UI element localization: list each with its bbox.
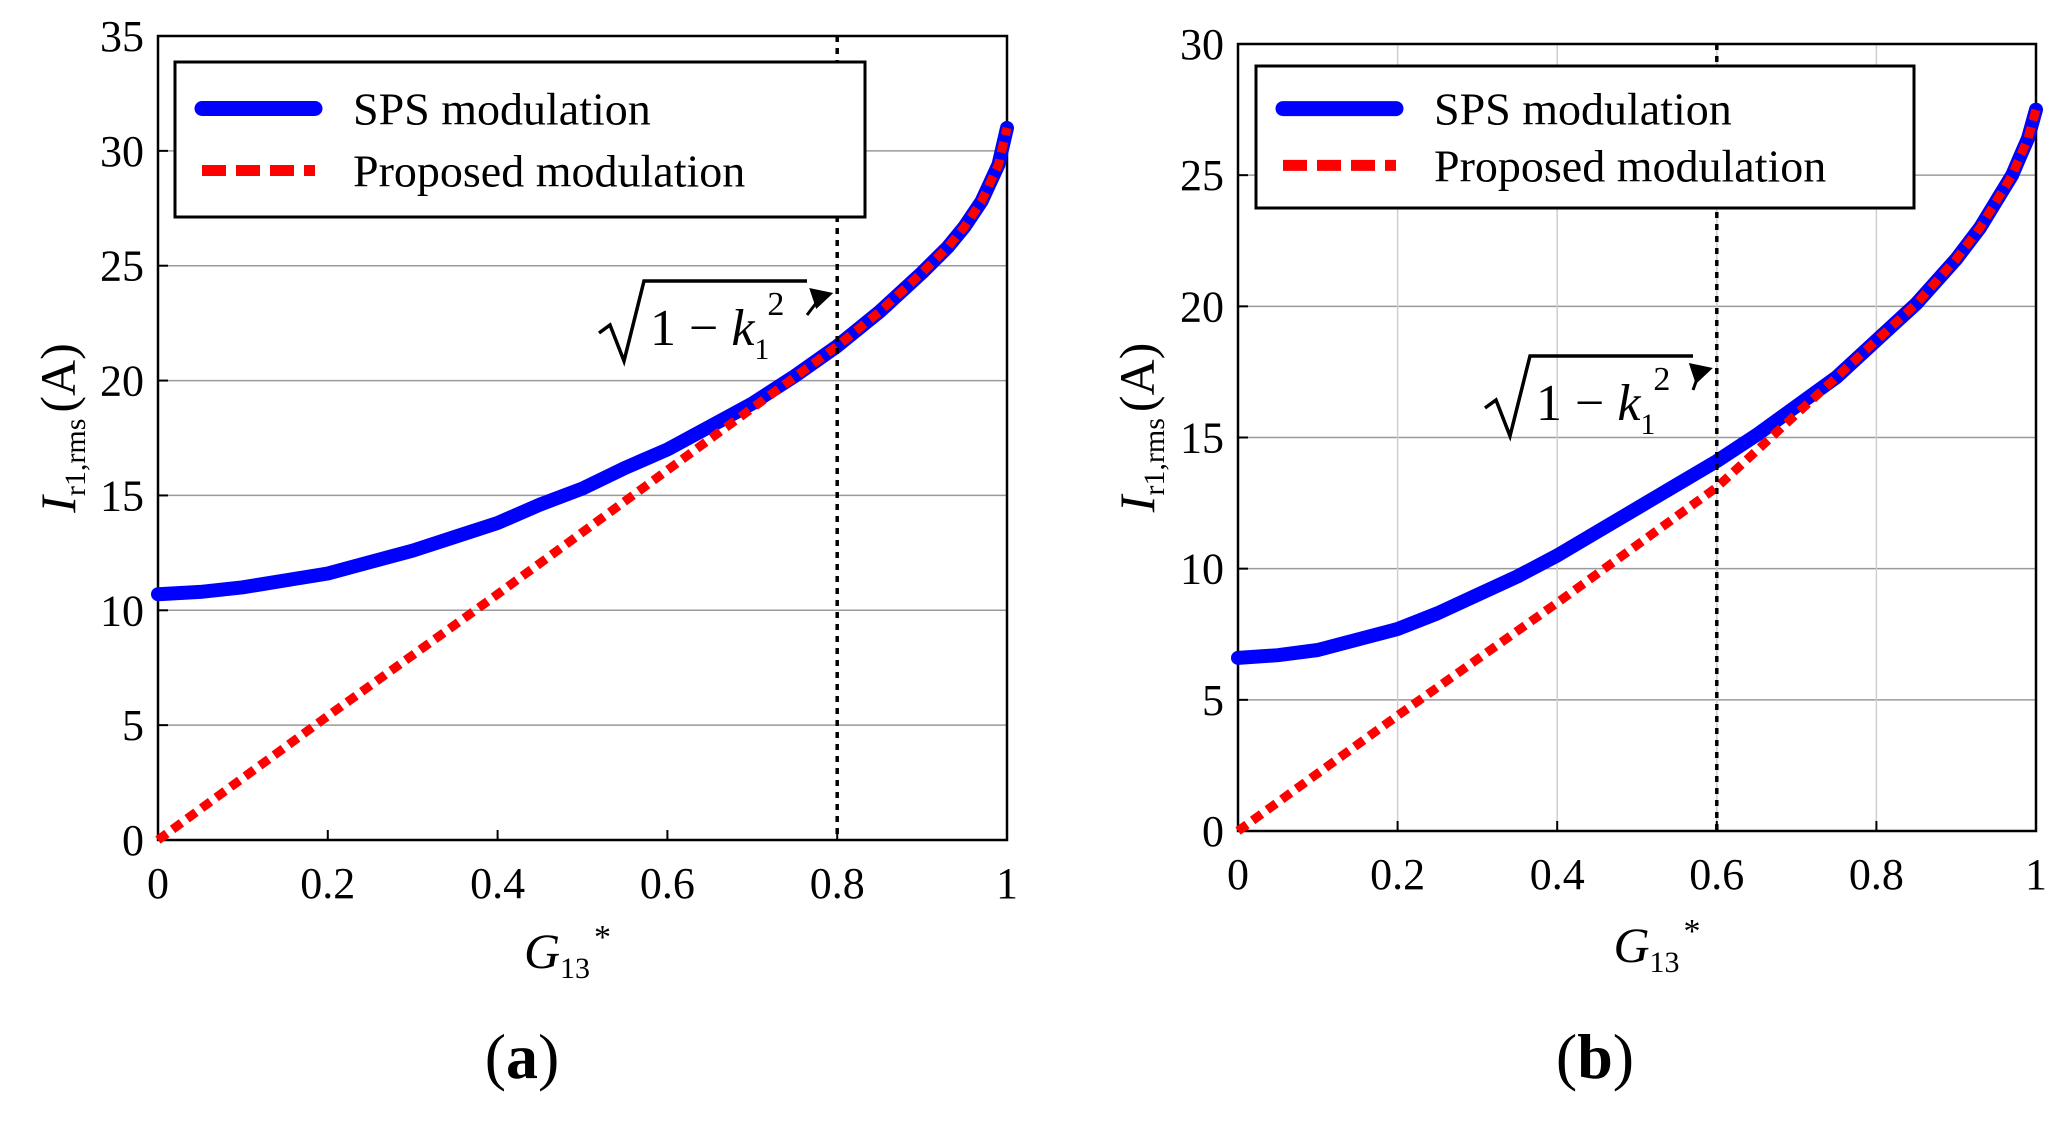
chart-a-ylabel-unit: (A) [30,343,86,412]
chart-a-annotation-radical-sign [597,279,807,367]
chart-a-xtick-label: 0.6 [640,859,695,908]
chart-a-xlabel-sup: * [594,919,611,956]
chart-a-xlabel-sub: 13 [560,952,590,985]
chart-a-annotation-radicand: 1 − [650,300,731,357]
chart-b-xtick-label: 0 [1227,850,1249,899]
chart-a-ytick-label: 35 [100,12,144,61]
chart-b-xlabel-symbol: G [1613,917,1649,973]
chart-a-ytick-label: 25 [100,242,144,291]
chart-b-ytick-label: 5 [1202,676,1224,725]
chart-a-xtick-label: 0.2 [300,859,355,908]
chart-a-ytick-label: 0 [122,816,144,865]
chart-b-xtick-label: 1 [2025,850,2047,899]
chart-b-annotation-k-sup: 2 [1653,361,1670,398]
chart-a-xtick-label: 0 [147,859,169,908]
chart-b-ytick-label: 30 [1180,20,1224,69]
chart-a-xtick-label: 0.8 [810,859,865,908]
chart-a-ytick-label: 10 [100,586,144,635]
chart-b-panel-letter: b [1577,1021,1613,1092]
chart-a-ylabel-sub: r1,rms [59,419,92,497]
chart-b-ytick-label: 0 [1202,807,1224,856]
chart-b-ylabel-symbol: I [1109,493,1165,513]
chart-b-xlabel: G13* [1613,913,1700,979]
chart-a-ytick-label: 20 [100,357,144,406]
chart-b-panel: 0 5 10 15 20 25 30 0 0.2 0.4 0.6 0.8 1 SPS modulation… [1109,20,2047,1092]
chart-b-xtick-label: 0.6 [1689,850,1744,899]
chart-a-panel: 0 5 10 15 20 25 30 35 0 0.2 0.4 0.6 0.8 1 SPS modulati… [30,12,1018,1092]
chart-a-panel-letter: a [506,1021,538,1092]
chart-a-legend-label-proposed: Proposed modulation [353,146,745,197]
chart-b-ytick-label: 15 [1180,414,1224,463]
chart-a-legend: SPS modulation Proposed modulation [173,60,867,219]
chart-a-xtick-label: 1 [996,859,1018,908]
chart-b-xtick-label: 0.2 [1370,850,1425,899]
chart-a-ytick-label: 15 [100,471,144,520]
chart-b-annotation-radical-sign [1483,354,1693,442]
chart-a-annotation-k-sub: 1 [754,333,769,366]
chart-a-axes-frame [156,34,1009,842]
chart-b-annotation-k-sub: 1 [1640,408,1655,441]
chart-b-series-proposed-line [1235,108,2041,835]
chart-b-ytick-label: 10 [1180,545,1224,594]
chart-a-annotation-k: k [731,300,755,357]
chart-a-annotation-arrow-head [809,288,834,309]
chart-a-ylabel-symbol: I [30,494,86,514]
chart-b-xtick-label: 0.4 [1530,850,1585,899]
chart-a-ytick-label: 5 [122,701,144,750]
chart-b-annotation-formula: 1 − k1 2 [1536,361,1670,441]
chart-a-panel-label: (a) [485,1021,560,1092]
chart-b-legend-box [1254,64,1916,210]
chart-b-ylabel-sub: r1,rms [1138,418,1171,496]
chart-a-annotation: 1 − k1 2 [597,279,834,367]
chart-b-ytick-label: 20 [1180,282,1224,331]
chart-b-annotation-radicand: 1 − [1536,375,1617,432]
chart-b-ylabel: Ir1,rms (A) [1109,343,1171,514]
chart-a-ylabel: Ir1,rms (A) [30,343,92,514]
chart-a-xtick-label: 0.4 [470,859,525,908]
chart-b-ytick-label: 25 [1180,151,1224,200]
chart-b-xlabel-sup: * [1684,913,1701,950]
chart-b-ylabel-unit: (A) [1109,343,1165,412]
chart-a-annotation-formula: 1 − k1 2 [650,286,784,366]
chart-a-annotation-k-sup: 2 [767,286,784,323]
chart-b-annotation-k: k [1617,375,1641,432]
chart-b-xlabel-sub: 13 [1650,946,1680,979]
chart-a-xlabel-symbol: G [524,923,560,979]
chart-b-legend-label-proposed: Proposed modulation [1434,140,1826,191]
chart-b-legend-label-sps: SPS modulation [1434,84,1732,135]
chart-a-legend-label-sps: SPS modulation [353,84,651,135]
chart-a-legend-box [173,60,867,219]
chart-a-series-proposed-line [155,126,1012,844]
chart-a-xlabel: G13* [524,919,611,985]
chart-b-panel-label: (b) [1556,1021,1634,1092]
chart-b-annotation: 1 − k1 2 [1483,354,1713,442]
chart-b-xtick-label: 0.8 [1849,850,1904,899]
chart-a-ytick-label: 30 [100,127,144,176]
chart-b-annotation-arrow-head [1688,363,1713,384]
